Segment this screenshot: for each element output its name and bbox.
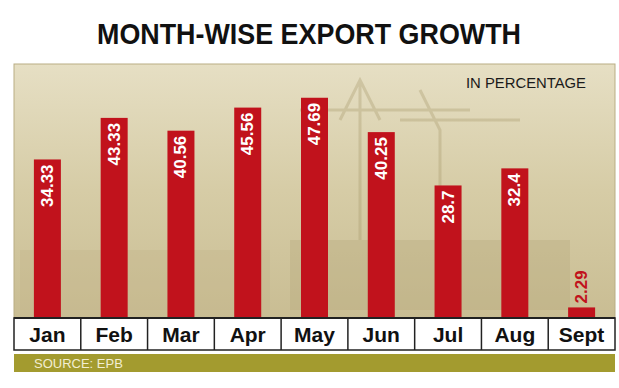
- category-separator: [147, 318, 149, 350]
- x-tick-label: Mar: [162, 323, 199, 346]
- data-label: 47.69: [305, 103, 324, 146]
- bar: [167, 131, 194, 318]
- x-tick-label: Apr: [230, 323, 266, 346]
- x-tick-label: Jan: [29, 323, 65, 346]
- data-label: 45.56: [238, 113, 257, 156]
- data-label: 28.7: [439, 190, 458, 223]
- chart-title: MONTH-WISE EXPORT GROWTH: [97, 17, 521, 50]
- data-label: 40.25: [372, 137, 391, 180]
- crane-lines: [300, 80, 520, 260]
- plot-background: [14, 64, 615, 318]
- category-separator: [280, 318, 282, 350]
- x-axis-line: [14, 317, 615, 319]
- category-separator: [547, 318, 549, 350]
- data-label: 2.29: [572, 270, 591, 303]
- data-label: 43.33: [105, 123, 124, 166]
- x-tick-label: Jul: [433, 323, 463, 346]
- bar: [368, 132, 395, 318]
- bar: [234, 108, 261, 318]
- data-labels: 34.33 43.33 40.56 45.56 47.69 40.25 28.7 32.4 2.…: [38, 103, 591, 304]
- x-tick-label: Aug: [494, 323, 535, 346]
- bars: [34, 98, 595, 318]
- x-tick-label: Jun: [363, 323, 400, 346]
- chart-subtitle: IN PERCENTAGE: [466, 74, 586, 91]
- x-tick-label: Feb: [95, 323, 132, 346]
- x-tick-label: Sept: [559, 323, 605, 346]
- chart-container: MONTH-WISE EXPORT GROWTH IN PERCENTAGE 34.…: [0, 0, 619, 388]
- bar: [501, 168, 528, 318]
- bar: [301, 98, 328, 318]
- data-label: 34.33: [38, 164, 57, 207]
- bar: [568, 307, 595, 318]
- category-separator: [414, 318, 416, 350]
- data-label: 32.4: [505, 173, 524, 207]
- category-axis-band: [14, 318, 615, 350]
- category-separator: [481, 318, 483, 350]
- source-band: [14, 354, 615, 372]
- page-background: [0, 0, 619, 388]
- bar: [34, 159, 61, 318]
- data-label: 40.56: [171, 136, 190, 179]
- chart-svg: MONTH-WISE EXPORT GROWTH IN PERCENTAGE 34.…: [0, 0, 619, 388]
- category-separator: [214, 318, 216, 350]
- category-separator: [347, 318, 349, 350]
- x-tick-label: May: [294, 323, 335, 346]
- source-note: SOURCE: EPB: [34, 356, 123, 371]
- bar: [101, 118, 128, 318]
- category-separator: [80, 318, 82, 350]
- bar: [435, 185, 462, 318]
- x-tick-labels: Jan Feb Mar Apr May Jun Jul Aug Sept: [29, 318, 604, 350]
